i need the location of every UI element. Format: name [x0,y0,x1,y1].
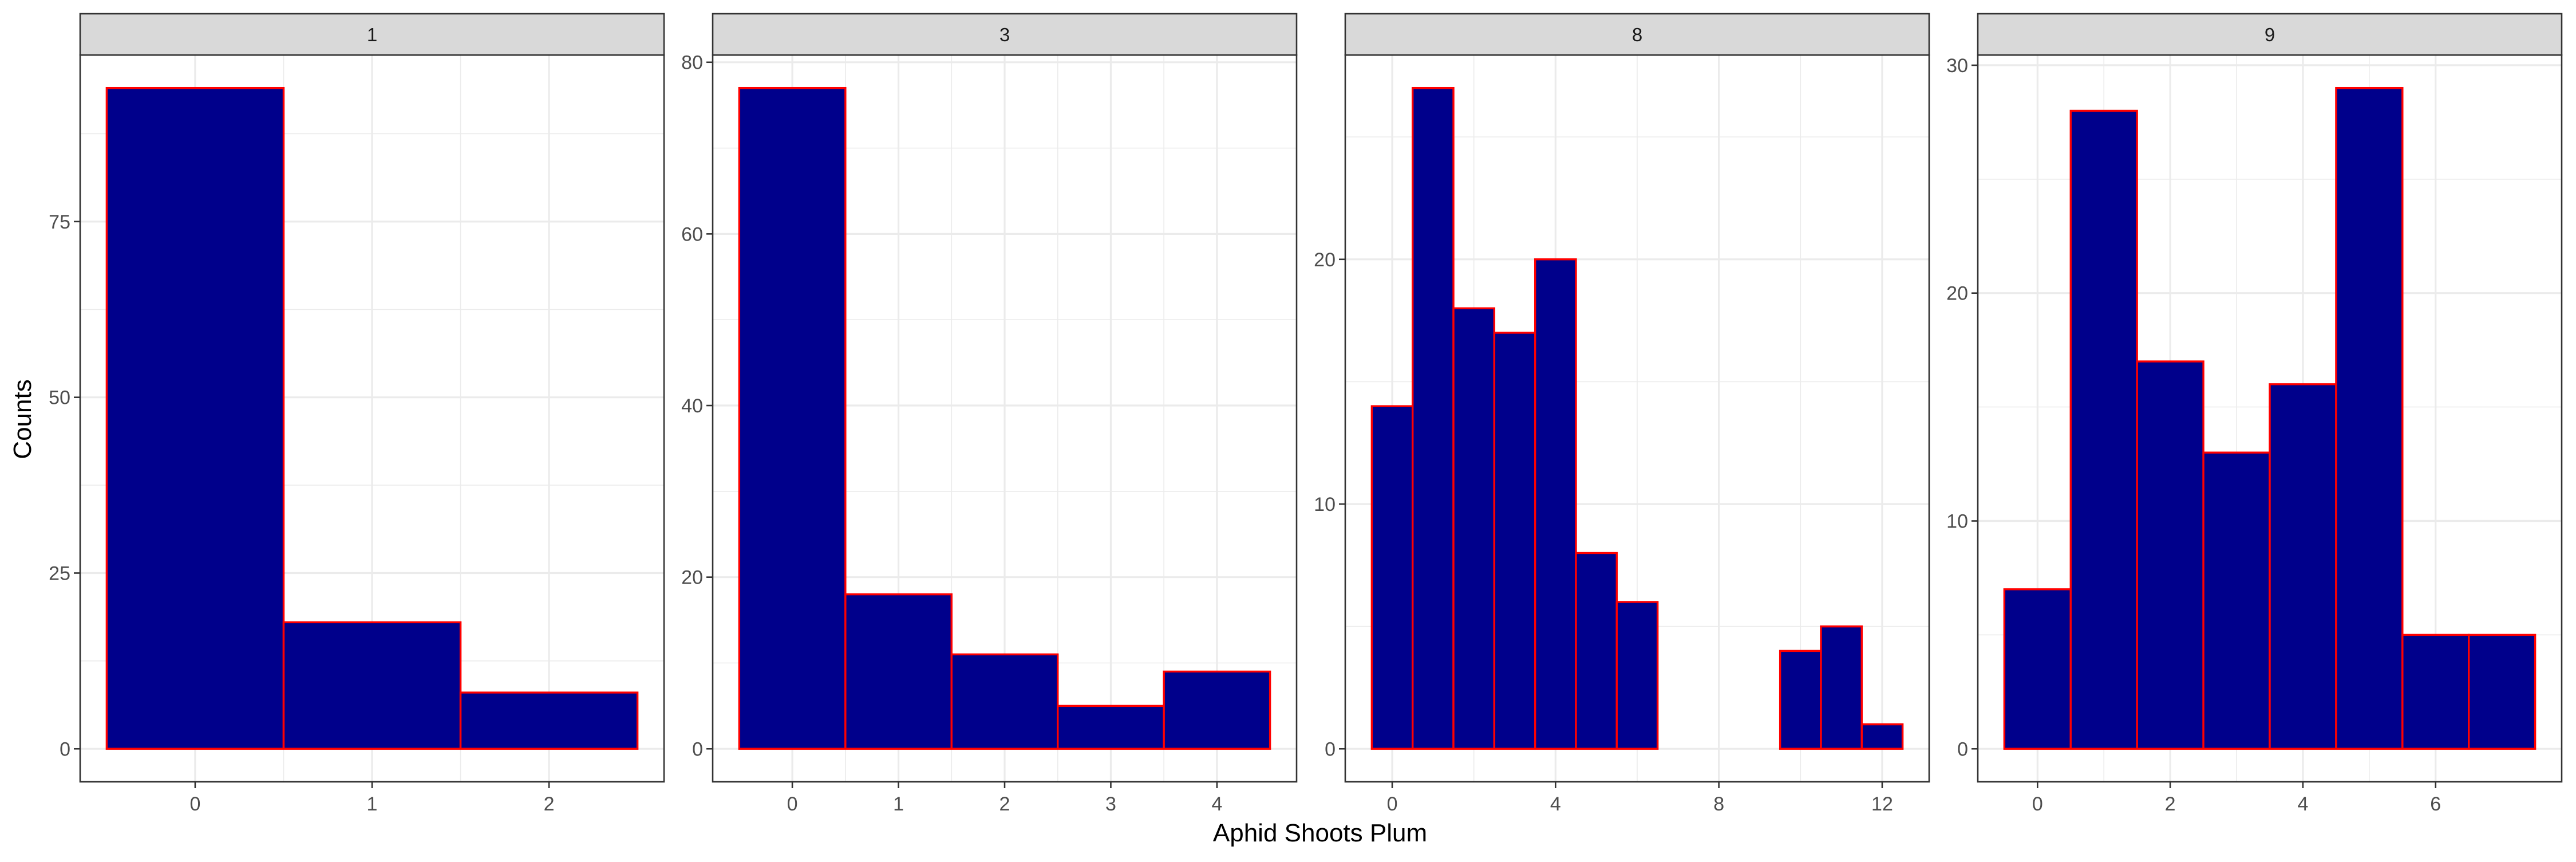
facet-panel-1: 1 0 1 2 0 25 50 75 [49,13,665,815]
x-axis-title: Aphid Shoots Plum [1213,819,1427,847]
y-tick-label: 30 [1946,55,1968,77]
facet-panel-8: 8 0 4 8 12 0 10 20 [1314,13,1930,815]
histogram-bar [950,653,1059,750]
facet-strip-label: 9 [2265,24,2275,45]
x-tick-label: 0 [1387,793,1398,815]
histogram-bar [2269,383,2337,750]
histogram-bar [1493,332,1536,750]
y-tick-label: 50 [49,387,70,409]
facet-strip [1977,13,2563,56]
histogram-bar [1534,258,1577,750]
histogram-bar [1860,723,1904,750]
histogram-bar [1452,307,1496,750]
x-tick-label: 2 [2165,793,2176,815]
histogram-bar [1779,650,1822,750]
x-tick-label: 4 [1211,793,1222,815]
y-tick-label: 20 [1314,249,1336,271]
histogram-bar [1615,601,1659,750]
histogram-bar [1820,625,1863,750]
histogram-bar [738,86,847,750]
histogram-bar [1575,552,1618,750]
facet-strip-label: 3 [999,24,1010,45]
histogram-bar [282,621,462,750]
y-tick-label: 10 [1314,494,1336,515]
x-tick-label: 2 [544,793,555,815]
histogram-bar [1370,405,1414,750]
y-tick-label: 25 [49,563,70,585]
facet-strip [79,13,665,56]
facet-strip-label: 8 [1632,24,1642,45]
x-tick-label: 6 [2430,793,2441,815]
x-tick-label: 0 [2032,793,2043,815]
y-tick-label: 0 [1325,738,1336,760]
histogram-bar [1057,704,1165,750]
x-tick-label: 3 [1105,793,1116,815]
x-tick-label: 2 [999,793,1010,815]
y-tick-label: 20 [1946,283,1968,305]
y-tick-label: 0 [60,738,70,760]
histogram-bar [105,86,285,750]
x-tick-label: 4 [1550,793,1561,815]
x-tick-label: 0 [787,793,798,815]
facet-strip [1344,13,1930,56]
histogram-bar [2069,109,2138,750]
y-tick-label: 75 [49,211,70,233]
y-tick-label: 0 [1957,738,1968,760]
y-tick-label: 60 [681,223,703,245]
histogram-bar [2003,588,2072,750]
x-tick-label: 1 [893,793,904,815]
histogram-bar [2468,633,2537,750]
histogram-bar [1411,86,1455,750]
y-tick-label: 40 [681,395,703,417]
x-tick-label: 0 [189,793,200,815]
facet-panel-9: 9 0 2 4 6 0 10 20 30 [1946,13,2563,815]
x-tick-label: 8 [1713,793,1724,815]
histogram-bar [459,691,639,750]
histogram-bar [1163,670,1271,750]
x-tick-label: 4 [2297,793,2308,815]
y-tick-label: 80 [681,52,703,74]
histogram-bar [2401,633,2470,750]
y-axis-title: Counts [9,379,37,459]
histogram-bar [844,593,953,750]
histogram-bar [2136,360,2204,750]
y-tick-label: 10 [1946,511,1968,533]
facet-strip-label: 1 [367,24,377,45]
y-tick-label: 0 [692,738,703,760]
x-tick-label: 1 [367,793,378,815]
histogram-bar [2202,451,2271,750]
y-tick-label: 20 [681,567,703,589]
histogram-bar [2335,86,2404,750]
facet-strip [712,13,1298,56]
x-tick-label: 12 [1871,793,1893,815]
